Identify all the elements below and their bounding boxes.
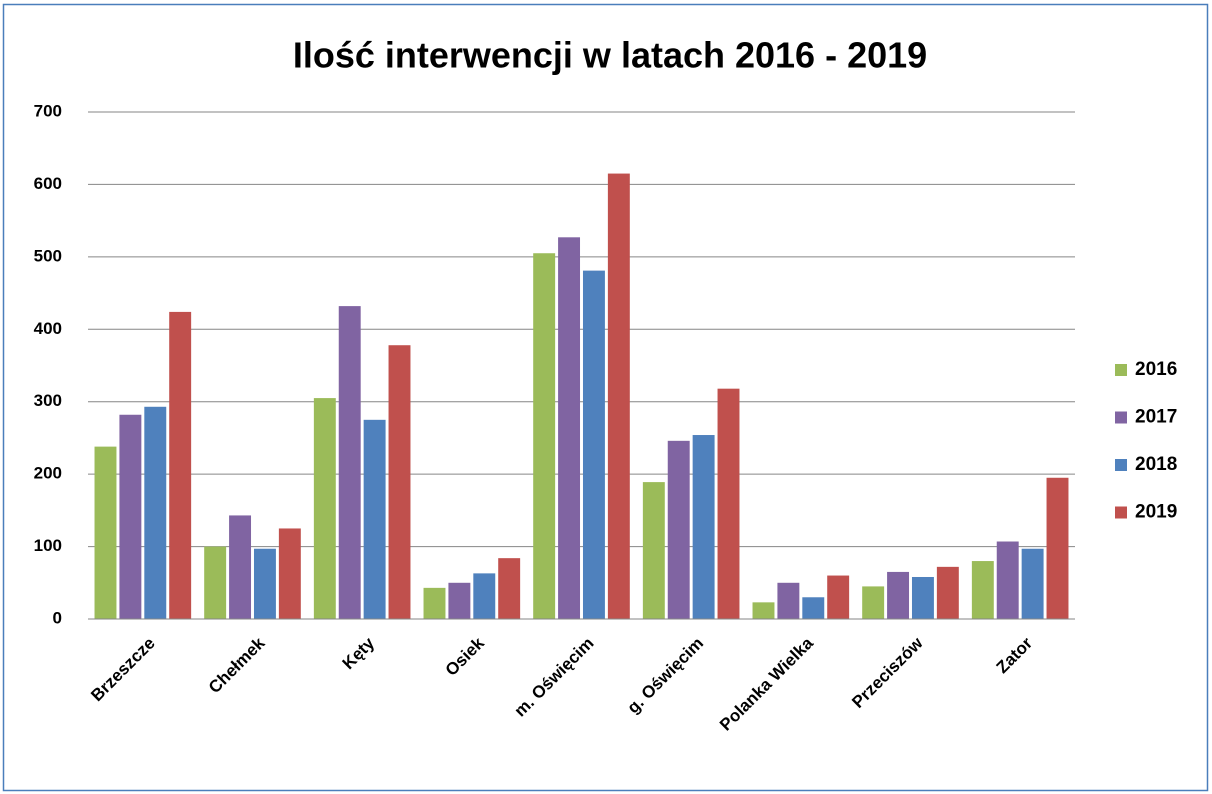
- bar: [204, 546, 227, 619]
- bar: [936, 566, 959, 619]
- bar: [752, 602, 775, 619]
- bar: [717, 388, 740, 619]
- bar: [473, 573, 496, 619]
- bar: [911, 576, 934, 619]
- bar: [144, 406, 167, 619]
- legend-label: 2019: [1135, 502, 1177, 523]
- bar: [887, 571, 910, 619]
- y-tick-label: 700: [34, 101, 62, 120]
- legend-label: 2017: [1135, 407, 1177, 428]
- bar: [642, 482, 665, 619]
- legend-swatch: [1115, 459, 1127, 471]
- bar: [423, 587, 446, 619]
- bar: [1021, 548, 1044, 619]
- bar: [363, 419, 386, 619]
- bar: [338, 306, 361, 619]
- bar: [777, 582, 800, 619]
- bar: [862, 586, 885, 619]
- bar: [388, 345, 411, 619]
- legend-swatch: [1115, 364, 1127, 376]
- chart-frame: [2, 3, 1209, 792]
- legend-label: 2016: [1135, 359, 1177, 380]
- bar: [667, 440, 690, 619]
- y-tick-label: 0: [53, 608, 62, 627]
- bar: [971, 561, 994, 619]
- chart-title: Ilość interwencji w latach 2016 - 2019: [293, 35, 927, 76]
- y-tick-label: 600: [34, 174, 62, 193]
- y-tick-label: 300: [34, 391, 62, 410]
- bar: [827, 575, 850, 619]
- y-tick-label: 200: [34, 464, 62, 483]
- legend-label: 2018: [1135, 454, 1177, 475]
- bar: [692, 435, 715, 619]
- legend-swatch: [1115, 411, 1127, 424]
- bar: [498, 558, 521, 619]
- y-tick-label: 500: [34, 246, 62, 265]
- bar: [94, 446, 117, 619]
- bar: [996, 541, 1019, 619]
- bar: [448, 582, 471, 619]
- bar: [119, 414, 142, 619]
- bar: [169, 311, 192, 619]
- bar: [802, 597, 825, 619]
- legend-swatch: [1115, 506, 1127, 519]
- bar: [558, 237, 581, 619]
- bar: [607, 173, 630, 620]
- bar: [582, 270, 605, 619]
- bar: [278, 528, 301, 619]
- bar: [1046, 477, 1069, 619]
- bar: [253, 548, 276, 619]
- bar: [313, 398, 336, 619]
- bar: [533, 253, 556, 619]
- y-tick-label: 400: [34, 319, 62, 338]
- bar: [229, 515, 252, 619]
- y-tick-label: 100: [34, 536, 62, 555]
